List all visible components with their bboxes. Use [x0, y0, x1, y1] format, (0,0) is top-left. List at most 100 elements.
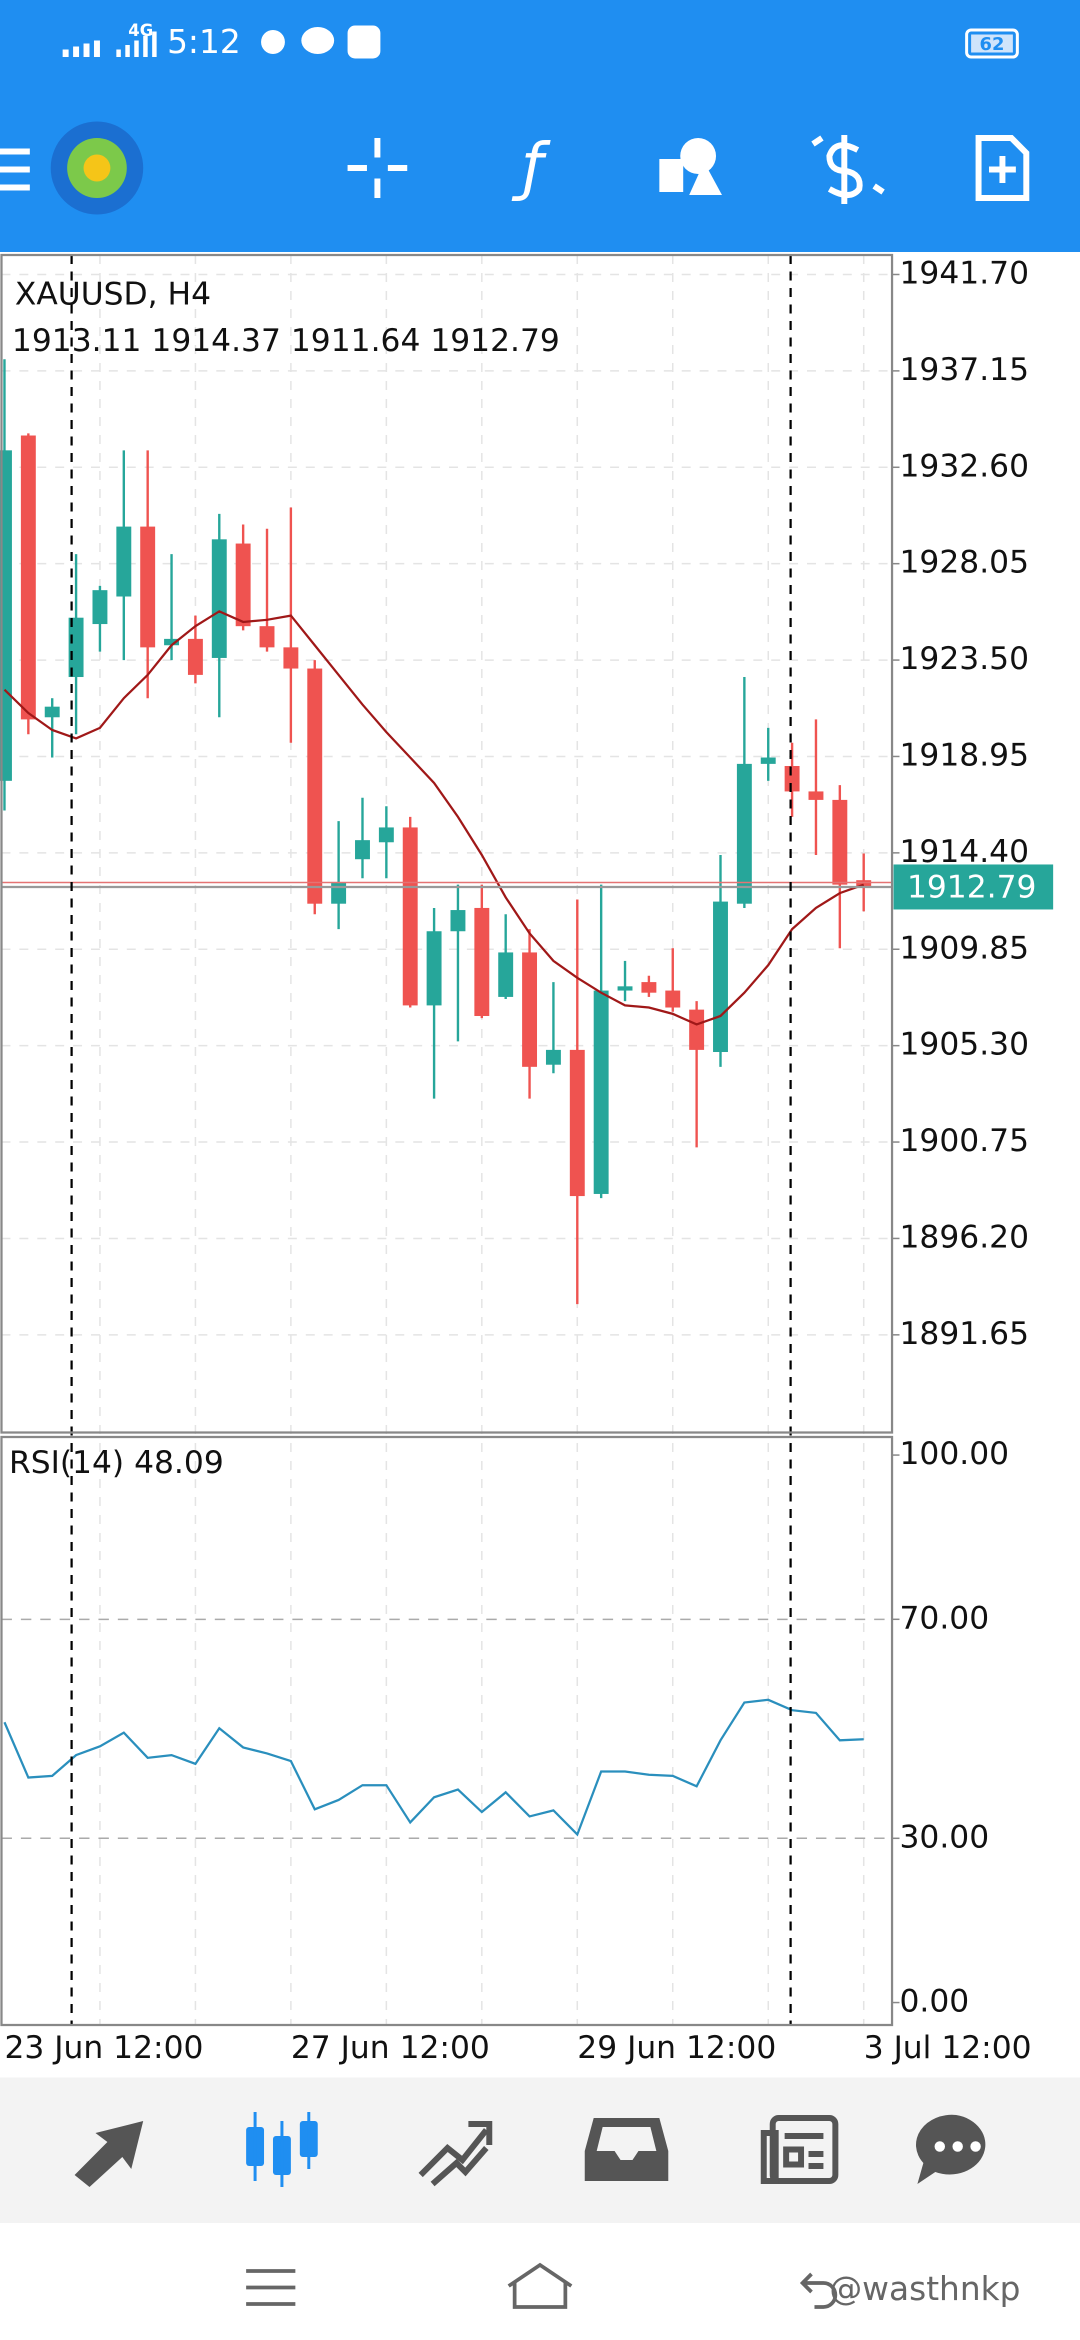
menu-button[interactable]: [0, 148, 30, 191]
candle-body: [307, 668, 323, 904]
symbol-title: XAUUSD, H4: [15, 276, 211, 312]
app-bar: [0, 0, 1080, 252]
battery-level: 62: [980, 34, 1005, 55]
candle-body: [426, 931, 442, 1006]
y-tick-label: 1918.95: [900, 737, 1030, 773]
crosshair-button[interactable]: [347, 138, 408, 198]
chart-area: [0, 252, 1080, 2078]
y-tick-label: 0.00: [900, 1984, 970, 2020]
candle-body: [474, 907, 490, 1016]
trade-tab[interactable]: [418, 2121, 493, 2187]
rsi-panel-frame: [0, 1435, 894, 2027]
bottom-nav: [0, 2077, 1080, 2223]
candle-body: [713, 901, 728, 1053]
recents-button[interactable]: [246, 2269, 296, 2306]
high-value: 1914.37: [151, 323, 281, 359]
system-nav: [0, 2223, 1080, 2340]
bottom-nav-icons: [74, 2112, 986, 2187]
candle-body: [784, 765, 800, 792]
x-tick-label: 23 Jun 12:00: [4, 2030, 203, 2066]
status-icons: [62, 25, 1019, 59]
candle-body: [164, 638, 180, 646]
y-tick-label: 70.00: [900, 1600, 990, 1636]
plot: [0, 359, 893, 1837]
candle-body: [736, 763, 752, 904]
candle-body: [760, 757, 776, 764]
candle-body: [355, 840, 370, 860]
trade-button[interactable]: [811, 135, 885, 204]
candle-body: [450, 910, 466, 932]
y-tick-label: 1905.30: [900, 1027, 1030, 1063]
candle-body: [68, 617, 84, 678]
clock: 5:12: [167, 22, 241, 61]
candle-body: [140, 526, 156, 648]
y-tick-label: 30.00: [900, 1819, 990, 1855]
candle-body: [617, 986, 633, 991]
candle-body: [665, 990, 681, 1008]
x-tick-label: 27 Jun 12:00: [291, 2030, 490, 2066]
y-tick-label: 1891.65: [900, 1316, 1030, 1352]
back-button[interactable]: [799, 2272, 838, 2309]
y-tick-label: 1900.75: [900, 1123, 1030, 1159]
y-tick-label: 1928.05: [900, 545, 1030, 581]
y-tick-label: 1941.70: [900, 255, 1030, 291]
rsi-title: RSI(14): [9, 1445, 124, 1481]
chart-tab[interactable]: [246, 2112, 318, 2187]
y-tick-label: 1923.50: [900, 641, 1030, 677]
candle-body: [20, 435, 36, 720]
candle-body: [0, 450, 12, 781]
candle-body: [378, 827, 394, 843]
candle-body: [187, 638, 203, 675]
close-value: 1912.79: [430, 323, 560, 359]
candle-body: [832, 799, 848, 885]
watermark: @wasthnkp: [829, 2269, 1020, 2308]
x-tick-label: 3 Jul 12:00: [864, 2030, 1032, 2066]
candle-body: [44, 706, 60, 718]
candle-body: [545, 1049, 561, 1065]
x-tick-label: 29 Jun 12:00: [577, 2030, 776, 2066]
candle-body: [259, 626, 275, 648]
candle-body: [331, 882, 347, 904]
y-tick-label: 1932.60: [900, 448, 1030, 484]
current-price-box: [893, 864, 1054, 910]
current-price-label: 1912.79: [907, 869, 1037, 905]
candle-body: [498, 952, 514, 997]
network-type: 4G: [128, 21, 153, 40]
candle-body: [641, 982, 657, 993]
y-tick-label: 1909.85: [900, 930, 1030, 966]
objects-button[interactable]: [659, 138, 722, 195]
candle-body: [522, 952, 538, 1067]
open-value: 1913.11: [12, 323, 142, 359]
candle-body: [283, 647, 299, 669]
rsi-line: [3, 1698, 864, 1837]
quotes-tab[interactable]: [74, 2121, 144, 2187]
candle-body: [402, 827, 418, 1006]
ohlc-readout: 1913.11 1914.37 1911.64 1912.79: [12, 323, 560, 359]
rsi-value: 48.09: [134, 1445, 224, 1481]
rsi-readout: RSI(14) 48.09: [9, 1445, 224, 1481]
moving-average: [3, 610, 865, 1026]
candle-body: [235, 543, 251, 627]
y-tick-label: 1896.20: [900, 1219, 1030, 1255]
candle-body: [808, 791, 824, 800]
candle-body: [593, 990, 609, 1194]
news-tab[interactable]: [760, 2115, 839, 2184]
history-tab[interactable]: [584, 2118, 669, 2181]
candle-body: [856, 880, 872, 887]
home-button[interactable]: [507, 2262, 573, 2309]
messages-tab[interactable]: [916, 2114, 986, 2184]
candle-body: [569, 1049, 585, 1197]
candle-body: [116, 526, 132, 597]
app-logo[interactable]: [50, 121, 144, 215]
candle-body: [211, 539, 227, 658]
y-tick-label: 100.00: [900, 1436, 1010, 1472]
price-panel-frame: [0, 253, 894, 1434]
y-tick-label: 1937.15: [900, 352, 1030, 388]
system-nav-buttons: [246, 2262, 838, 2309]
candle-body: [689, 1009, 705, 1050]
y-tick-label: 1914.40: [900, 834, 1030, 870]
new-order-button[interactable]: [975, 135, 1030, 201]
candle-body: [92, 590, 108, 625]
